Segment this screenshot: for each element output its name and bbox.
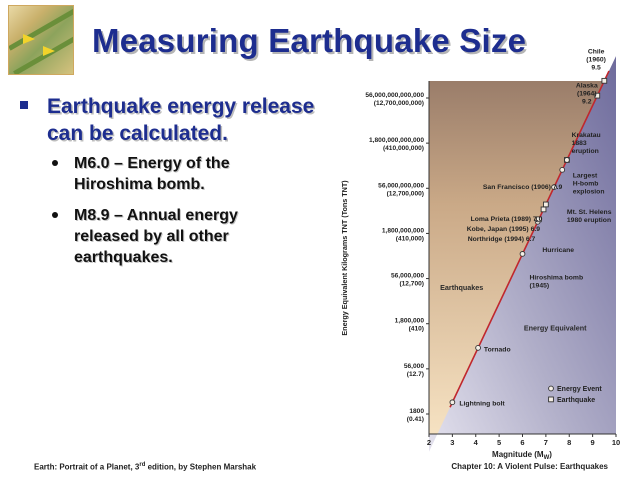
event-label: Lightning bolt [459,401,505,408]
y-tick-label: 56,000 [404,363,425,370]
event-label: 1980 eruption [567,217,611,224]
x-tick-label: 6 [520,438,524,447]
event-label: 9.2 [582,98,592,105]
energy-event-marker [475,345,481,351]
earthquake-marker [594,92,601,99]
y-tick-label: 56,000,000 [391,273,424,280]
thumbnail-arrow-icon [23,34,35,44]
y-tick-label: 1,800,000 [395,318,425,325]
x-tick-label: 9 [591,438,595,447]
event-label: eruption [572,148,599,155]
footer-citation-text: Earth: Portrait of a Planet, 3 [34,462,140,472]
x-tick-label: 5 [497,438,501,447]
y-tick-label: 1,800,000,000 [382,227,425,234]
y-tick-label-tons: (12.7) [407,371,424,378]
sub-bullet-text: M6.0 – Energy of the Hiroshima bomb. [74,155,230,193]
x-tick-label: 3 [450,438,454,447]
event-label: Hiroshima bomb [530,274,584,281]
sub-bullet: M8.9 – Annual energy released by all oth… [52,205,292,268]
y-tick-label-tons: (410) [409,326,424,333]
y-axis: 1800(0.41) 56,000(12.7) 1,800,000(410) 56,0… [365,81,430,434]
footer-citation-end: edition, by Stephen Marshak [145,462,257,472]
footer-citation: Earth: Portrait of a Planet, 3rd edition… [34,462,256,472]
sub-bullet-text: M8.9 – Annual energy released by all oth… [74,207,238,266]
round-bullet-icon [52,160,58,166]
y-tick-label-tons: (12,700,000) [387,190,424,197]
event-label: (1960) [586,57,606,64]
main-bullet: Earthquake energy release can be calcula… [20,93,340,147]
earthquake-marker [540,206,547,213]
region-labels: Earthquakes Energy Equivalent [440,283,587,333]
y-tick-label-tons: (410,000) [396,235,424,242]
sub-bullet: M6.0 – Energy of the Hiroshima bomb. [52,153,292,195]
event-label: Mt. St. Helens [567,209,612,216]
y-tick-label-tons: (410,000,000) [383,145,424,152]
earthquake-marker [601,77,608,84]
trend-line [449,70,610,408]
event-label: 1883 [572,140,587,147]
round-bullet-icon [52,212,58,218]
event-label: explosion [573,189,605,196]
event-label: San Francisco (1906) 7.9 [483,184,563,191]
region-label: Earthquakes [440,283,483,292]
region-label: Energy Equivalent [524,323,587,332]
event-label: Alaska [576,82,598,89]
event-label: (1964) [577,90,597,97]
x-tick-label: 7 [544,438,548,447]
legend-event-symbol [548,385,554,392]
x-tick-label: 2 [427,438,431,447]
y-tick-label-tons: (12,700,000,000) [374,100,424,107]
footer-citation-sup: rd [139,462,146,468]
y-tick-label-tons: (0.41) [407,416,424,423]
energy-event-marker [449,399,456,406]
energy-event-marker [564,157,570,163]
energy-event-marker [559,166,566,173]
legend-label: Earthquake [557,397,595,404]
event-label: 9.5 [591,65,601,72]
y-tick-label-tons: (12,700) [399,281,424,288]
event-label: Kobe, Japan (1995) 6.9 [467,226,541,233]
energy-event-marker [551,184,557,190]
event-label: Northridge (1994) 6.7 [468,236,536,243]
event-label: Largest [573,173,598,180]
energy-event-marker [519,251,526,257]
y-tick-label: 1800 [409,408,424,415]
y-tick-label: 56,000,000,000 [378,182,424,189]
legend-earthquake-symbol [548,396,554,403]
main-bullet-text: Earthquake energy release can be calcula… [47,95,315,145]
event-label: Loma Prieta (1989) 7.0 [471,216,543,223]
x-axis: 2 3 4 5 6 7 8 9 10 [427,433,620,447]
earthquake-marker [543,201,549,208]
x-axis-label: Magnitude (MW) [492,450,552,461]
square-bullet-icon [20,101,28,109]
event-label: Chile [588,49,605,56]
event-label: Krakatau [572,132,601,139]
x-tick-label: 8 [567,438,571,447]
y-tick-label: 56,000,000,000,000 [365,92,424,99]
x-tick-label: 4 [474,438,479,447]
chart-legend: Energy Event Earthquake [548,385,602,404]
earthquake-thumbnail-image [8,5,74,75]
event-markers: Lightning bolt Tornado Hiroshima bomb(1945… [449,49,612,408]
event-label: Hurricane [542,247,574,254]
thumbnail-arrow-icon [43,46,55,56]
y-tick-label: 1,800,000,000,000 [369,137,424,144]
y-axis-label: Energy Equivalent Kilograms TNT (Tons TN… [340,180,349,336]
x-tick-label: 10 [612,438,620,447]
event-label: Tornado [484,347,511,354]
event-label: H-bomb [573,181,599,188]
earthquake-marker [536,216,542,223]
event-label: (1945) [530,282,550,289]
footer-chapter: Chapter 10: A Violent Pulse: Earthquakes [451,462,608,471]
slide-title: Measuring Earthquake Size [92,22,527,59]
legend-label: Energy Event [557,386,602,393]
